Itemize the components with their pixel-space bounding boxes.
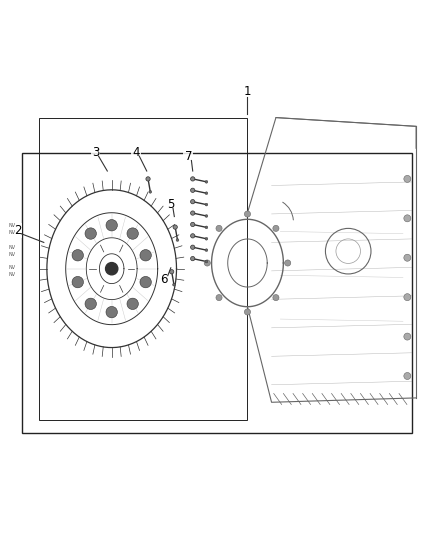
Text: NV: NV bbox=[8, 265, 15, 270]
Circle shape bbox=[140, 249, 152, 261]
Text: 7: 7 bbox=[184, 150, 192, 164]
Circle shape bbox=[106, 220, 117, 231]
Bar bbox=[39, 118, 247, 420]
Text: 2: 2 bbox=[14, 224, 21, 237]
Text: 3: 3 bbox=[92, 146, 99, 159]
Circle shape bbox=[176, 239, 179, 241]
Circle shape bbox=[404, 333, 411, 340]
Circle shape bbox=[191, 211, 195, 215]
Circle shape bbox=[244, 211, 251, 217]
Circle shape bbox=[205, 203, 208, 206]
Circle shape bbox=[72, 277, 83, 288]
Circle shape bbox=[170, 270, 174, 274]
Circle shape bbox=[404, 294, 411, 301]
Circle shape bbox=[404, 215, 411, 222]
Circle shape bbox=[205, 215, 208, 217]
Circle shape bbox=[191, 245, 195, 249]
Text: 5: 5 bbox=[167, 198, 174, 211]
Circle shape bbox=[216, 295, 222, 301]
Circle shape bbox=[191, 256, 195, 261]
Circle shape bbox=[404, 254, 411, 261]
Text: NV: NV bbox=[8, 272, 15, 277]
Circle shape bbox=[191, 222, 195, 227]
Circle shape bbox=[244, 309, 251, 315]
Circle shape bbox=[106, 263, 118, 275]
Circle shape bbox=[205, 260, 208, 263]
Circle shape bbox=[140, 277, 152, 288]
Circle shape bbox=[404, 175, 411, 182]
Circle shape bbox=[173, 284, 175, 286]
Circle shape bbox=[205, 226, 208, 229]
Text: 4: 4 bbox=[132, 146, 140, 159]
Circle shape bbox=[191, 188, 195, 192]
Circle shape bbox=[205, 237, 208, 240]
Text: NV: NV bbox=[8, 230, 15, 235]
Circle shape bbox=[285, 260, 291, 266]
Text: NV: NV bbox=[8, 223, 15, 228]
Circle shape bbox=[404, 373, 411, 379]
Text: NV: NV bbox=[8, 252, 15, 257]
Circle shape bbox=[191, 233, 195, 238]
Circle shape bbox=[149, 190, 152, 193]
Circle shape bbox=[205, 181, 208, 183]
Bar bbox=[22, 152, 412, 433]
Text: 6: 6 bbox=[160, 273, 168, 286]
Circle shape bbox=[146, 177, 150, 181]
Circle shape bbox=[273, 295, 279, 301]
Text: NV: NV bbox=[8, 245, 15, 250]
Circle shape bbox=[85, 298, 96, 310]
Circle shape bbox=[191, 177, 195, 181]
Text: 1: 1 bbox=[244, 85, 251, 98]
Circle shape bbox=[273, 225, 279, 231]
Circle shape bbox=[127, 298, 138, 310]
Circle shape bbox=[85, 228, 96, 239]
Circle shape bbox=[173, 225, 177, 229]
Circle shape bbox=[204, 260, 210, 266]
Circle shape bbox=[72, 249, 83, 261]
Circle shape bbox=[205, 192, 208, 195]
Circle shape bbox=[205, 249, 208, 252]
Circle shape bbox=[127, 228, 138, 239]
Circle shape bbox=[216, 225, 222, 231]
Circle shape bbox=[106, 306, 117, 318]
Circle shape bbox=[191, 199, 195, 204]
